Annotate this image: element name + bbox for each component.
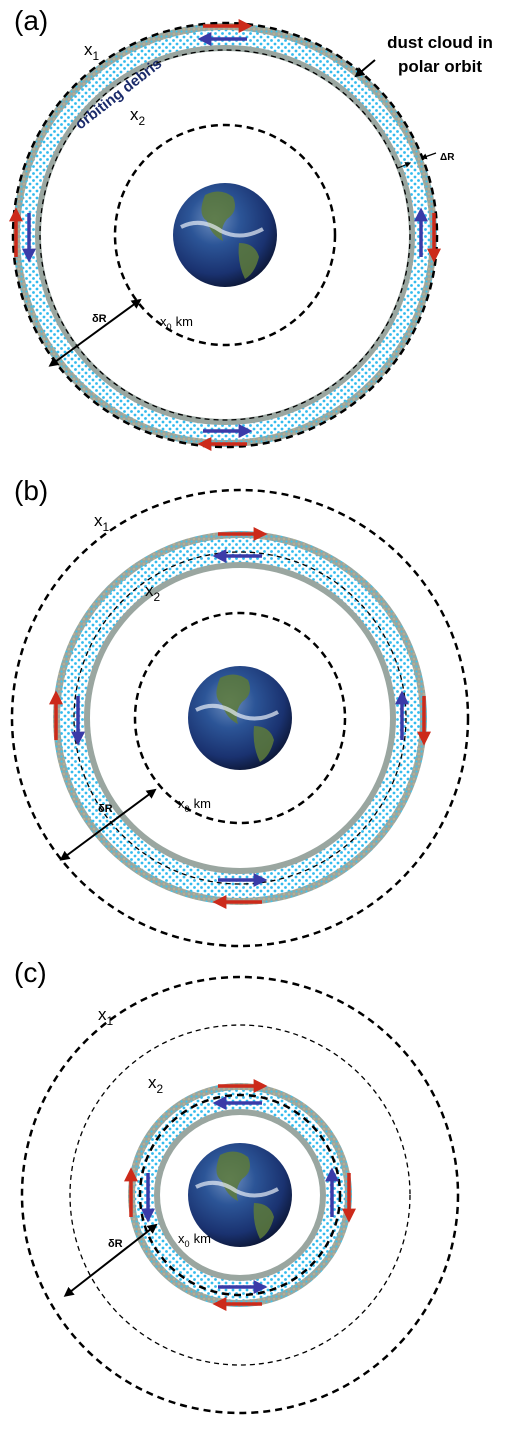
delta-r-width-label: ΔR xyxy=(440,152,455,163)
label-x0-unit: km xyxy=(176,314,193,329)
label-x1-sub: 1 xyxy=(93,49,100,63)
label-x2-sub: 2 xyxy=(154,590,161,604)
delta-r-label: δR xyxy=(92,313,107,325)
label-x0-sub: 0 xyxy=(167,322,172,332)
label-x2: x2 xyxy=(148,1073,164,1096)
delta-r-width-pointer xyxy=(422,153,436,158)
label-x1: x1 xyxy=(84,40,100,63)
panel-label: (b) xyxy=(14,475,48,506)
label-x0-sub: 0 xyxy=(185,804,190,814)
label-x0-sub: 0 xyxy=(185,1239,190,1249)
dust-pointer xyxy=(356,60,375,76)
label-x1: x1 xyxy=(98,1005,114,1028)
label-x1: x1 xyxy=(94,511,110,534)
panel-label: (a) xyxy=(14,5,48,36)
label-x0-unit: km xyxy=(194,796,211,811)
delta-r-label: δR xyxy=(98,803,113,815)
dust-label: dust cloud in xyxy=(387,33,493,52)
panel-label: (c) xyxy=(14,957,47,988)
label-x1-sub: 1 xyxy=(103,520,110,534)
label-x0-unit: km xyxy=(194,1231,211,1246)
figure: (a)x1x2x0kmδRorbiting debrisdust cloud i… xyxy=(0,0,507,1443)
dust-label: polar orbit xyxy=(398,57,482,76)
label-x2-sub: 2 xyxy=(139,114,146,128)
label-x2-sub: 2 xyxy=(157,1082,164,1096)
delta-r-label: δR xyxy=(108,1238,123,1250)
label-x1-sub: 1 xyxy=(107,1014,114,1028)
